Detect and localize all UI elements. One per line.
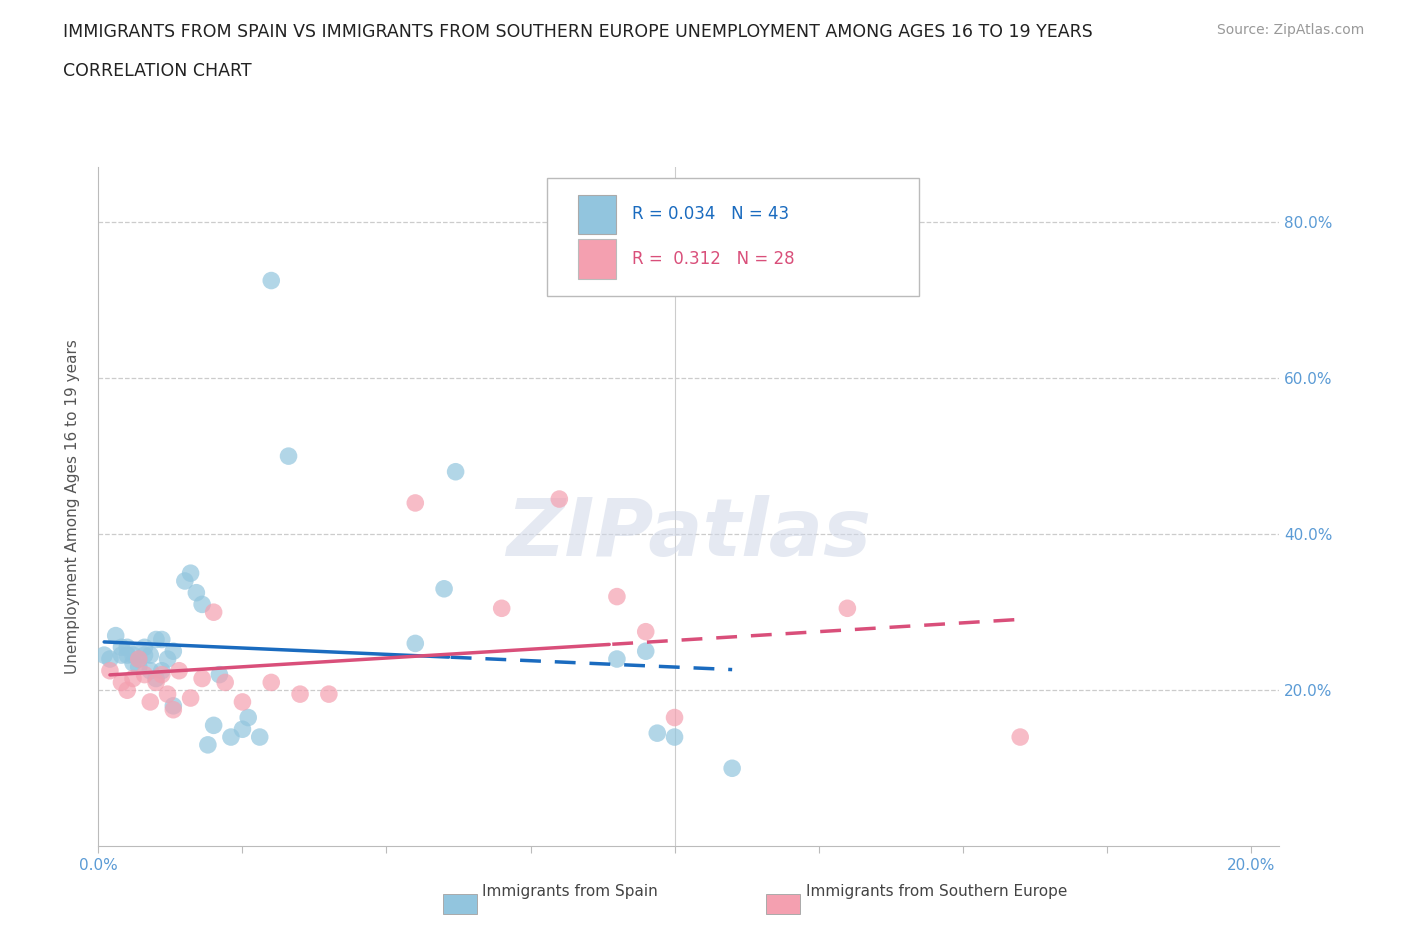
Point <box>634 644 657 658</box>
Point <box>122 671 145 686</box>
Point <box>145 675 167 690</box>
Text: Immigrants from Spain: Immigrants from Spain <box>482 884 658 899</box>
Point <box>837 601 859 616</box>
Point <box>139 695 162 710</box>
Point <box>156 652 179 667</box>
Point <box>98 663 121 678</box>
Point <box>162 702 184 717</box>
Point <box>191 671 214 686</box>
Text: CORRELATION CHART: CORRELATION CHART <box>63 62 252 80</box>
Point <box>634 624 657 639</box>
Point <box>260 675 283 690</box>
Text: IMMIGRANTS FROM SPAIN VS IMMIGRANTS FROM SOUTHERN EUROPE UNEMPLOYMENT AMONG AGES: IMMIGRANTS FROM SPAIN VS IMMIGRANTS FROM… <box>63 23 1092 41</box>
Point <box>150 667 173 682</box>
Point <box>145 671 167 686</box>
Point <box>197 737 219 752</box>
Point <box>214 675 236 690</box>
Point <box>433 581 456 596</box>
Point <box>180 691 202 706</box>
Text: R = 0.034   N = 43: R = 0.034 N = 43 <box>633 206 789 223</box>
Point <box>162 644 184 658</box>
Point <box>115 683 138 698</box>
Point <box>208 667 231 682</box>
Text: Source: ZipAtlas.com: Source: ZipAtlas.com <box>1216 23 1364 37</box>
Text: ZIPatlas: ZIPatlas <box>506 495 872 573</box>
Point <box>238 711 260 725</box>
Point <box>98 652 121 667</box>
Y-axis label: Unemployment Among Ages 16 to 19 years: Unemployment Among Ages 16 to 19 years <box>65 339 80 674</box>
FancyBboxPatch shape <box>547 178 920 297</box>
Point <box>645 725 668 740</box>
Point <box>404 636 426 651</box>
Point <box>128 652 150 667</box>
Point <box>139 663 162 678</box>
Point <box>219 730 242 745</box>
Point <box>1010 730 1032 745</box>
Point <box>128 659 150 674</box>
Point <box>122 647 145 662</box>
Point <box>134 647 156 662</box>
Bar <box>578 194 616 234</box>
Point <box>231 722 253 737</box>
Point <box>115 640 138 655</box>
Point <box>115 647 138 662</box>
Point <box>606 589 628 604</box>
Point <box>249 730 271 745</box>
Point <box>93 647 115 662</box>
Point <box>110 647 132 662</box>
Bar <box>578 239 616 279</box>
Point <box>145 632 167 647</box>
Point <box>173 574 195 589</box>
Point <box>260 273 283 288</box>
Point <box>288 686 311 701</box>
Point <box>150 632 173 647</box>
Point <box>491 601 513 616</box>
Point <box>104 628 127 643</box>
Point <box>191 597 214 612</box>
Point <box>404 496 426 511</box>
Point <box>231 695 253 710</box>
Point <box>180 565 202 580</box>
Point <box>167 663 190 678</box>
Point <box>202 718 225 733</box>
Text: R =  0.312   N = 28: R = 0.312 N = 28 <box>633 250 794 268</box>
Point <box>202 604 225 619</box>
Point <box>721 761 744 776</box>
Point <box>548 492 571 507</box>
Point <box>134 640 156 655</box>
Point <box>444 464 467 479</box>
Point <box>186 585 208 600</box>
Point <box>139 647 162 662</box>
Point <box>664 711 686 725</box>
Point <box>128 652 150 667</box>
Point <box>134 667 156 682</box>
Point <box>162 698 184 713</box>
Point <box>122 656 145 671</box>
Point <box>156 686 179 701</box>
Point <box>664 730 686 745</box>
Point <box>110 640 132 655</box>
Point <box>150 663 173 678</box>
Point <box>110 675 132 690</box>
Point <box>318 686 340 701</box>
Point <box>277 448 299 463</box>
Text: Immigrants from Southern Europe: Immigrants from Southern Europe <box>806 884 1067 899</box>
Point <box>606 652 628 667</box>
